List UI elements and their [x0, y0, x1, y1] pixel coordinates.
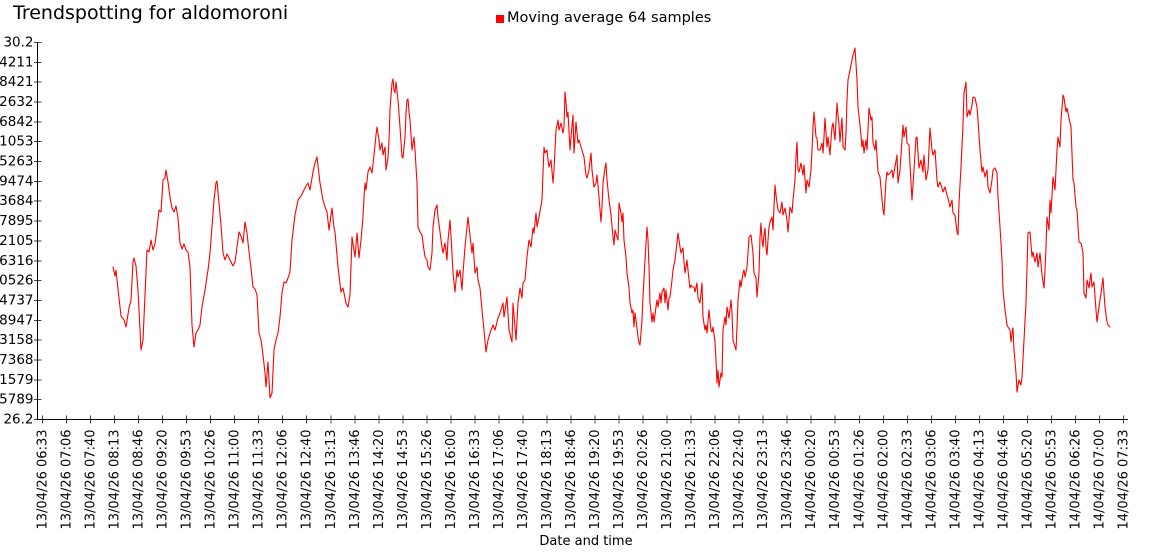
x-tick-label: 13/04/26 22:40	[732, 430, 747, 530]
x-tick-label: 14/04/26 01:26	[852, 430, 867, 530]
y-tick-label: 8947	[0, 312, 34, 328]
x-tick-label: 13/04/26 14:53	[396, 430, 411, 530]
x-tick-label: 13/04/26 17:40	[516, 430, 531, 530]
x-tick-label: 14/04/26 07:33	[1117, 430, 1132, 530]
x-tick-label: 13/04/26 16:33	[468, 430, 483, 530]
x-tick-label: 13/04/26 07:40	[84, 430, 99, 530]
x-tick-label: 13/04/26 20:26	[636, 430, 651, 530]
x-tick-label: 13/04/26 07:06	[60, 430, 75, 530]
x-tick-label: 13/04/26 12:06	[276, 430, 291, 530]
x-tick-label: 13/04/26 13:13	[324, 430, 339, 530]
x-tick-label: 13/04/26 16:00	[444, 430, 459, 530]
x-tick-label: 13/04/26 14:20	[372, 430, 387, 530]
x-tick-label: 13/04/26 19:53	[612, 430, 627, 530]
y-tick-label: 4211	[0, 54, 34, 70]
y-tick-label: 7368	[0, 352, 34, 368]
y-tick-label: 4737	[0, 292, 34, 308]
axis-frame	[37, 42, 1128, 420]
x-tick-label: 14/04/26 03:40	[948, 430, 963, 530]
x-tick-label: 14/04/26 02:00	[876, 430, 891, 530]
x-tick-label: 14/04/26 06:26	[1068, 430, 1083, 530]
y-tick-label: 2105	[0, 233, 34, 249]
series-line-moving-average	[112, 47, 1111, 399]
y-tick-label: 30.2	[3, 35, 33, 51]
y-tick-label: 26.2	[3, 412, 33, 428]
x-tick-label: 13/04/26 08:46	[132, 430, 147, 530]
x-tick-label: 13/04/26 17:06	[492, 430, 507, 530]
y-tick-label: 7895	[0, 213, 34, 229]
x-tick-label: 13/04/26 11:00	[228, 430, 243, 530]
y-tick-label: 5789	[0, 392, 34, 408]
y-tick-label: 8421	[0, 74, 34, 90]
y-tick-label: 9474	[0, 173, 34, 189]
x-axis-title: Date and time	[539, 534, 633, 549]
x-tick-label: 13/04/26 12:40	[300, 430, 315, 530]
x-tick-label: 14/04/26 02:33	[900, 430, 915, 530]
x-tick-label: 14/04/26 05:53	[1044, 430, 1059, 530]
x-tick-label: 14/04/26 05:20	[1020, 430, 1035, 530]
x-tick-label: 14/04/26 00:53	[828, 430, 843, 530]
x-tick-label: 13/04/26 22:06	[708, 430, 723, 530]
x-tick-label: 14/04/26 00:20	[804, 430, 819, 530]
x-tick-label: 13/04/26 18:13	[540, 430, 555, 530]
x-tick-label: 14/04/26 04:13	[972, 430, 987, 530]
legend-swatch-icon	[496, 14, 504, 23]
y-tick-label: 5263	[0, 154, 34, 170]
x-tick-label: 13/04/26 13:46	[348, 430, 363, 530]
x-tick-label: 14/04/26 04:46	[996, 430, 1011, 530]
y-tick-label: 6842	[0, 114, 34, 130]
y-tick-label: 0526	[0, 273, 34, 289]
x-tick-label: 13/04/26 06:33	[36, 430, 51, 530]
y-tick-label: 1579	[0, 372, 34, 388]
x-tick-label: 13/04/26 21:33	[684, 430, 699, 530]
legend-label: Moving average 64 samples	[507, 10, 712, 26]
x-tick-label: 13/04/26 09:20	[156, 430, 171, 530]
x-tick-label: 14/04/26 07:00	[1092, 430, 1107, 530]
x-tick-label: 13/04/26 19:20	[588, 430, 603, 530]
legend: Moving average 64 samples	[496, 10, 711, 26]
x-tick-label: 13/04/26 18:46	[564, 430, 579, 530]
y-tick-label: 1053	[0, 134, 34, 150]
x-tick-label: 13/04/26 23:13	[756, 430, 771, 530]
y-tick-label: 6316	[0, 253, 34, 269]
x-tick-label: 13/04/26 10:26	[204, 430, 219, 530]
x-tick-label: 13/04/26 08:13	[108, 430, 123, 530]
y-tick-label: 2632	[0, 94, 34, 110]
x-tick-label: 13/04/26 15:26	[420, 430, 435, 530]
y-tick-label: 3158	[0, 332, 34, 348]
chart-title: Trendspotting for aldomoroni	[13, 2, 289, 24]
y-tick-label: 3684	[0, 193, 34, 209]
x-tick-label: 13/04/26 11:33	[252, 430, 267, 530]
x-tick-label: 13/04/26 09:53	[180, 430, 195, 530]
x-tick-label: 14/04/26 03:06	[924, 430, 939, 530]
x-tick-label: 13/04/26 21:00	[660, 430, 675, 530]
x-tick-label: 13/04/26 23:46	[780, 430, 795, 530]
